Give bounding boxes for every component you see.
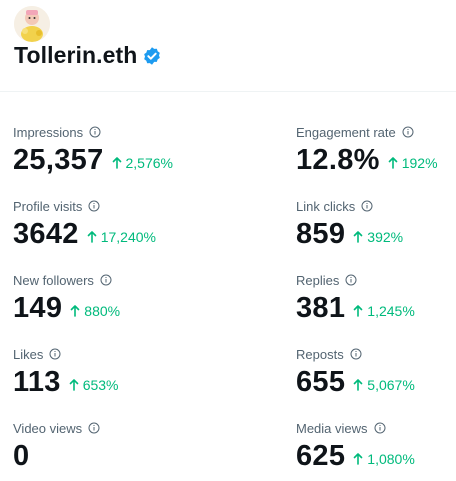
metric-value: 149: [13, 292, 63, 324]
metric-change-text: 392%: [367, 229, 404, 245]
profile-header: Tollerin.eth: [0, 0, 456, 92]
profile-name: Tollerin.eth: [14, 42, 162, 69]
metric-link-clicks: Link clicks 859 392%: [296, 198, 454, 251]
info-circle-icon[interactable]: [374, 422, 386, 434]
arrow-up-icon: [87, 231, 97, 243]
metric-change: 880%: [70, 303, 120, 319]
metric-reposts: Reposts 655 5,067%: [296, 346, 454, 399]
metric-value: 113: [13, 366, 61, 398]
metric-label: Replies: [296, 272, 340, 288]
metric-label: Engagement rate: [296, 124, 396, 140]
metric-label: Impressions: [13, 124, 84, 140]
metric-change-text: 2,576%: [125, 155, 173, 171]
metric-change: 17,240%: [87, 229, 156, 245]
metric-value: 625: [296, 440, 346, 472]
profile-name-text[interactable]: Tollerin.eth: [14, 42, 138, 68]
metric-value: 381: [296, 292, 346, 324]
arrow-up-icon: [353, 453, 363, 465]
metric-change: 1,245%: [353, 303, 415, 319]
metric-label: Profile visits: [13, 198, 83, 214]
arrow-up-icon: [353, 379, 363, 391]
info-circle-icon[interactable]: [345, 274, 357, 286]
metric-change-text: 653%: [82, 377, 119, 393]
info-circle-icon[interactable]: [88, 200, 100, 212]
arrow-up-icon: [388, 157, 398, 169]
info-circle-icon[interactable]: [89, 126, 101, 138]
metric-engagement-rate: Engagement rate 12.8% 192%: [296, 124, 454, 177]
metric-label: Video views: [13, 420, 83, 436]
metric-change-text: 1,245%: [367, 303, 415, 319]
verified-badge-icon: [142, 46, 162, 66]
metric-media-views: Media views 625 1,080%: [296, 420, 454, 473]
metric-change-text: 5,067%: [367, 377, 415, 393]
metric-likes: Likes 113 653%: [13, 346, 223, 399]
metric-label: Link clicks: [296, 198, 356, 214]
metric-label: New followers: [13, 272, 94, 288]
metric-profile-visits: Profile visits 3642 17,240%: [13, 198, 223, 251]
metric-value: 3642: [13, 218, 79, 250]
info-circle-icon[interactable]: [100, 274, 112, 286]
metric-value: 12.8%: [296, 144, 380, 176]
metric-value: 859: [296, 218, 346, 250]
arrow-up-icon: [70, 305, 80, 317]
info-circle-icon[interactable]: [402, 126, 414, 138]
metric-change-text: 1,080%: [367, 451, 415, 467]
metric-video-views: Video views 0: [13, 420, 223, 473]
arrow-up-icon: [112, 157, 121, 169]
metric-value: 25,357: [13, 144, 104, 176]
metric-change: 192%: [388, 155, 438, 171]
info-circle-icon[interactable]: [49, 348, 61, 360]
arrow-up-icon: [353, 231, 363, 243]
metric-change: 5,067%: [353, 377, 415, 393]
info-circle-icon[interactable]: [350, 348, 362, 360]
metric-change: 653%: [69, 377, 119, 393]
metric-label: Media views: [296, 420, 368, 436]
metric-change-text: 192%: [401, 155, 438, 171]
metric-replies: Replies 381 1,245%: [296, 272, 454, 325]
avatar[interactable]: [14, 6, 50, 42]
metric-label: Likes: [13, 346, 44, 362]
metric-change-text: 880%: [84, 303, 121, 319]
metric-change: 1,080%: [353, 451, 415, 467]
metric-value: 0: [13, 440, 30, 472]
info-circle-icon[interactable]: [88, 422, 100, 434]
metric-new-followers: New followers 149 880%: [13, 272, 223, 325]
metric-change: 392%: [353, 229, 403, 245]
arrow-up-icon: [353, 305, 363, 317]
metric-value: 655: [296, 366, 346, 398]
info-circle-icon[interactable]: [361, 200, 373, 212]
metric-change: 2,576%: [112, 155, 173, 171]
metric-label: Reposts: [296, 346, 344, 362]
metric-change-text: 17,240%: [100, 229, 156, 245]
arrow-up-icon: [69, 379, 78, 391]
avatar-image: [14, 6, 50, 42]
metric-impressions: Impressions 25,357 2,576%: [13, 124, 223, 177]
